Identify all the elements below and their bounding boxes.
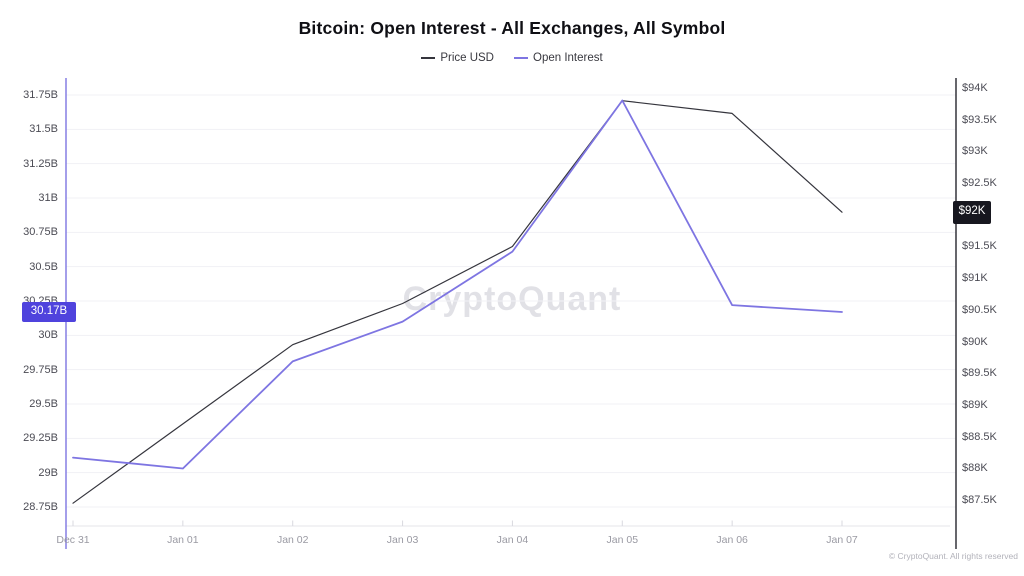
right-axis-tick-label: $93.5K — [962, 113, 997, 126]
chart-title: Bitcoin: Open Interest - All Exchanges, … — [298, 18, 726, 38]
legend-label-open-interest: Open Interest — [533, 51, 603, 64]
right-axis-tick-label: $88K — [962, 462, 988, 475]
x-axis-label: Jan 05 — [606, 534, 639, 546]
price-usd-line-icon — [421, 56, 436, 59]
right-axis-tick-label: $92.5K — [962, 177, 997, 190]
left-axis-tick-label: 31B — [38, 192, 58, 204]
right-axis-tick-label: $94K — [962, 82, 988, 94]
left-axis-tick-label: 29B — [38, 466, 58, 479]
right-axis-tick-label: $90K — [962, 335, 988, 348]
left-axis-tick-label: 31.75B — [23, 89, 58, 101]
left-axis-tick-label: 28.75B — [23, 501, 58, 513]
right-axis-tick-label: $89.5K — [962, 367, 997, 380]
x-axis-label: Jan 02 — [276, 534, 309, 546]
x-axis-label: Jan 04 — [496, 534, 529, 546]
right-axis-tick-label: $93K — [962, 145, 988, 158]
left-axis-tick-label: 30.75B — [23, 226, 58, 239]
left-axis-tick-label: 31.25B — [23, 157, 58, 170]
x-axis-label: Jan 03 — [386, 534, 419, 546]
x-axis-label: Jan 01 — [167, 534, 199, 546]
right-axis-tick-label: $90.5K — [962, 303, 997, 316]
x-axis-label: Jan 06 — [716, 534, 748, 546]
right-axis-tick-label: $89K — [962, 398, 988, 411]
left-axis-tick-label: 29.75B — [23, 363, 58, 376]
x-axis-label: Dec 31 — [56, 534, 90, 546]
legend-item-price-usd[interactable]: Price USD — [421, 52, 494, 64]
open-interest-latest-badge: 30.17B — [22, 301, 76, 322]
right-axis-tick-label: $88.5K — [962, 430, 997, 443]
right-axis-tick-label: $91K — [962, 272, 988, 285]
legend-item-open-interest[interactable]: Open Interest — [514, 52, 603, 64]
copyright-attribution: © CryptoQuant. All rights reserved — [888, 551, 1018, 561]
left-axis-tick-label: 29.25B — [23, 432, 58, 445]
left-axis-tick-label: 30.5B — [29, 260, 58, 273]
x-axis-label: Jan 07 — [826, 534, 858, 546]
right-axis-tick-label: $91.5K — [962, 240, 997, 253]
left-axis-tick-label: 31.5B — [29, 123, 58, 136]
price-usd-line — [72, 100, 843, 504]
left-axis-tick-label: 30B — [38, 329, 58, 342]
legend-label-price-usd: Price USD — [440, 51, 494, 64]
chart-legend: Price USD Open Interest — [0, 50, 1024, 65]
left-axis-tick-label: 29.5B — [29, 398, 58, 410]
open-interest-line — [72, 99, 843, 470]
price-latest-badge: $92K — [953, 200, 991, 224]
right-axis-tick-label: $87.5K — [962, 494, 997, 506]
open-interest-line-icon — [514, 56, 528, 59]
